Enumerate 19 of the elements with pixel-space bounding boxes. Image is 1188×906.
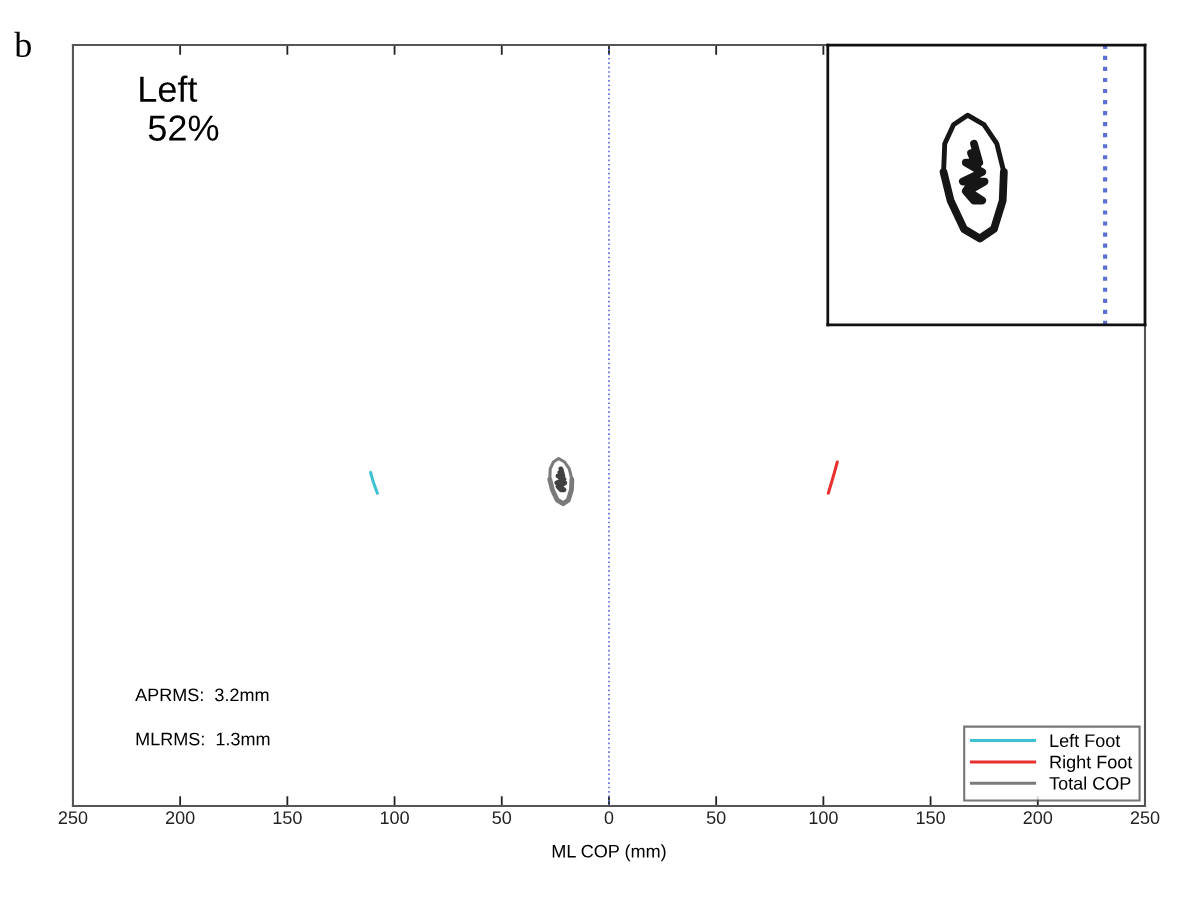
x-tick-label: 200 bbox=[166, 811, 195, 825]
x-tick-label: 50 bbox=[706, 811, 726, 825]
x-tick-label: 50 bbox=[492, 811, 512, 825]
legend-label: Left Foot bbox=[1050, 733, 1121, 748]
x-tick-label: 100 bbox=[380, 811, 409, 825]
legend-label: Total COP bbox=[1049, 776, 1131, 790]
annotation: APRMS: 3.2mm bbox=[135, 688, 269, 702]
x-tick-label: 250 bbox=[58, 811, 88, 825]
x-tick-label: 100 bbox=[809, 811, 838, 825]
x-tick-label: 150 bbox=[916, 811, 945, 825]
x-tick-label: 0 bbox=[604, 811, 614, 825]
x-tick-label: 200 bbox=[1023, 811, 1053, 825]
text: b bbox=[14, 31, 31, 58]
x-tick-label: 250 bbox=[1130, 811, 1160, 825]
text: Left 52% bbox=[140, 75, 219, 141]
x-axis-title: ML COP (mm) bbox=[552, 844, 666, 862]
annotation: MLRMS: 1.3mm bbox=[136, 732, 270, 746]
legend-label: Right Foot bbox=[1050, 755, 1133, 772]
x-tick-label: 150 bbox=[273, 811, 302, 825]
